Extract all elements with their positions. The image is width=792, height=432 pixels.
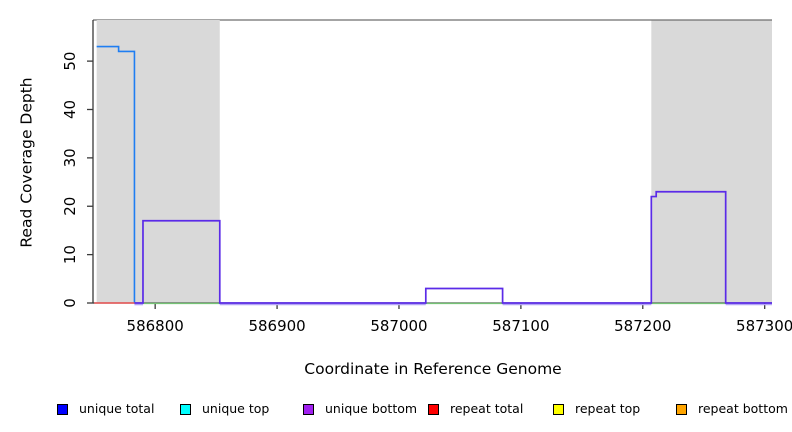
y-tick-label: 40 xyxy=(61,100,79,119)
series-unique-total-visible-step- xyxy=(96,45,136,303)
legend-swatch-icon xyxy=(180,403,191,415)
legend-label: repeat total xyxy=(450,401,524,416)
legend-swatch-icon xyxy=(553,403,564,415)
legend: unique total unique top unique bottom repea… xyxy=(0,400,792,424)
legend-item-repeat-top: repeat top xyxy=(553,402,640,416)
y-tick-label: 10 xyxy=(61,245,79,264)
legend-label: unique total xyxy=(79,401,155,416)
left-repeat-region xyxy=(96,20,220,303)
x-tick-label: 586900 xyxy=(248,317,305,335)
series-unique-bottom xyxy=(134,190,772,304)
legend-label: repeat top xyxy=(575,401,641,416)
legend-item-repeat-bottom: repeat bottom xyxy=(676,402,788,416)
legend-swatch-icon xyxy=(303,403,314,415)
y-axis-title: Read Coverage Depth xyxy=(17,77,36,248)
x-tick-label: 587000 xyxy=(370,317,427,335)
legend-swatch-icon xyxy=(57,403,68,415)
chart-svg: 586800 586900 587000 587100 587200 587300 0 10 2… xyxy=(61,19,792,335)
x-axis-title: Coordinate in Reference Genome xyxy=(304,360,562,378)
legend-item-repeat-total: repeat total xyxy=(428,402,523,416)
legend-swatch-icon xyxy=(676,403,687,415)
x-tick-label: 587300 xyxy=(736,317,792,335)
legend-item-unique-top: unique top xyxy=(180,402,269,416)
legend-label: unique bottom xyxy=(325,401,418,416)
y-tick-label: 0 xyxy=(61,298,79,308)
legend-label: repeat bottom xyxy=(698,401,788,416)
y-tick-label: 20 xyxy=(61,197,79,216)
legend-item-unique-bottom: unique bottom xyxy=(303,402,417,416)
legend-item-unique-total: unique total xyxy=(57,402,154,416)
legend-swatch-icon xyxy=(428,403,439,415)
legend-label: unique top xyxy=(202,401,270,416)
y-tick-label: 50 xyxy=(61,52,79,71)
x-tick-label: 587100 xyxy=(492,317,549,335)
y-tick-label: 30 xyxy=(61,148,79,167)
x-tick-label: 587200 xyxy=(614,317,671,335)
right-repeat-region xyxy=(651,20,772,303)
x-tick-label: 586800 xyxy=(127,317,184,335)
plot-area: 586800 586900 587000 587100 587200 587300 0 10 2… xyxy=(61,19,792,335)
